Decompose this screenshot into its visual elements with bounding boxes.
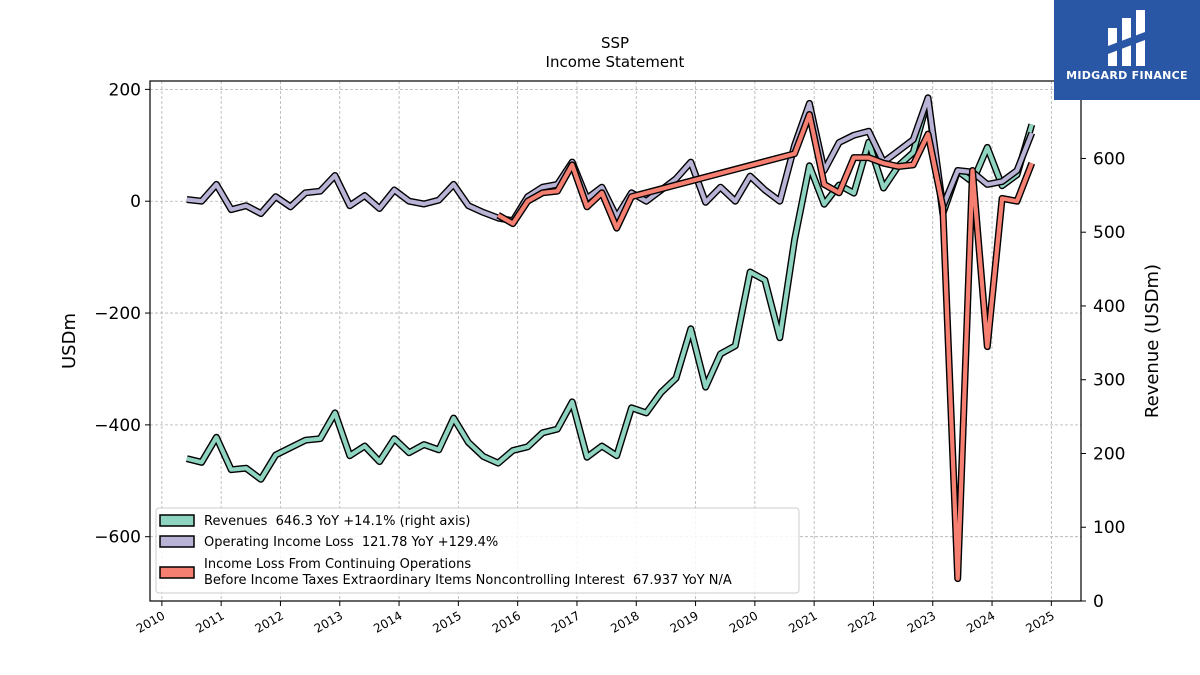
x-tick-label: 2022 [845, 608, 878, 635]
right-tick-label: 300 [1093, 371, 1125, 391]
legend: Revenues 646.3 YoY +14.1% (right axis) O… [155, 507, 800, 594]
legend-label-operating-income: Operating Income Loss 121.78 YoY +129.4% [204, 535, 498, 550]
legend-label-income-loss-line1: Income Loss From Continuing Operations [204, 557, 471, 572]
x-tick-label: 2010 [134, 608, 167, 635]
x-tick-label: 2021 [786, 608, 819, 635]
brand-name: MIDGARD FINANCE [1066, 69, 1188, 82]
x-tick-label: 2016 [490, 608, 523, 635]
right-tick-label: 600 [1093, 149, 1125, 169]
right-tick-label: 200 [1093, 444, 1125, 464]
x-tick-label: 2018 [608, 608, 641, 635]
right-tick-label: 500 [1093, 223, 1125, 243]
legend-swatch-operating-income [159, 535, 195, 548]
chart-subtitle: Income Statement [546, 53, 685, 71]
plot-frame [149, 80, 1082, 602]
left-tick-label: −200 [94, 304, 141, 324]
x-tick-label: 2025 [1023, 608, 1056, 635]
x-tick-label: 2023 [905, 608, 938, 635]
series-layer [185, 94, 1036, 583]
x-tick-label: 2024 [964, 608, 997, 635]
legend-swatch-income-loss [159, 566, 195, 579]
left-tick-label: −400 [94, 416, 141, 436]
left-tick-label: −600 [94, 528, 141, 548]
grid [150, 81, 1081, 601]
right-tick-label: 0 [1093, 592, 1104, 612]
brand-logo: MIDGARD FINANCE [1054, 0, 1200, 100]
x-tick-label: 2020 [727, 608, 760, 635]
midgard-logo-icon [1108, 10, 1145, 66]
series-revenues-outline [185, 95, 1036, 483]
series-revenues-line [186, 97, 1034, 482]
x-tick-label: 2013 [312, 608, 345, 635]
legend-label-income-loss-line2: Before Income Taxes Extraordinary Items … [204, 573, 732, 588]
legend-swatch-revenues [159, 514, 195, 527]
x-tick-label: 2011 [193, 608, 226, 635]
x-tick-label: 2015 [430, 608, 463, 635]
series-income-loss-line [497, 112, 1034, 581]
x-tick-label: 2012 [253, 608, 286, 635]
x-tick-label: 2014 [371, 608, 404, 635]
right-tick-label: 100 [1093, 518, 1125, 538]
x-tick-label: 2019 [668, 608, 701, 635]
left-axis-label: USDm [59, 313, 80, 369]
x-tick-label: 2017 [549, 608, 582, 635]
legend-label-revenues: Revenues 646.3 YoY +14.1% (right axis) [204, 514, 470, 529]
left-tick-label: 200 [109, 80, 141, 100]
left-tick-label: 0 [130, 192, 141, 212]
right-axis-label: Revenue (USDm) [1142, 264, 1163, 418]
chart-title: SSP [601, 34, 629, 52]
legend-box [155, 507, 800, 594]
right-tick-label: 400 [1093, 297, 1125, 317]
